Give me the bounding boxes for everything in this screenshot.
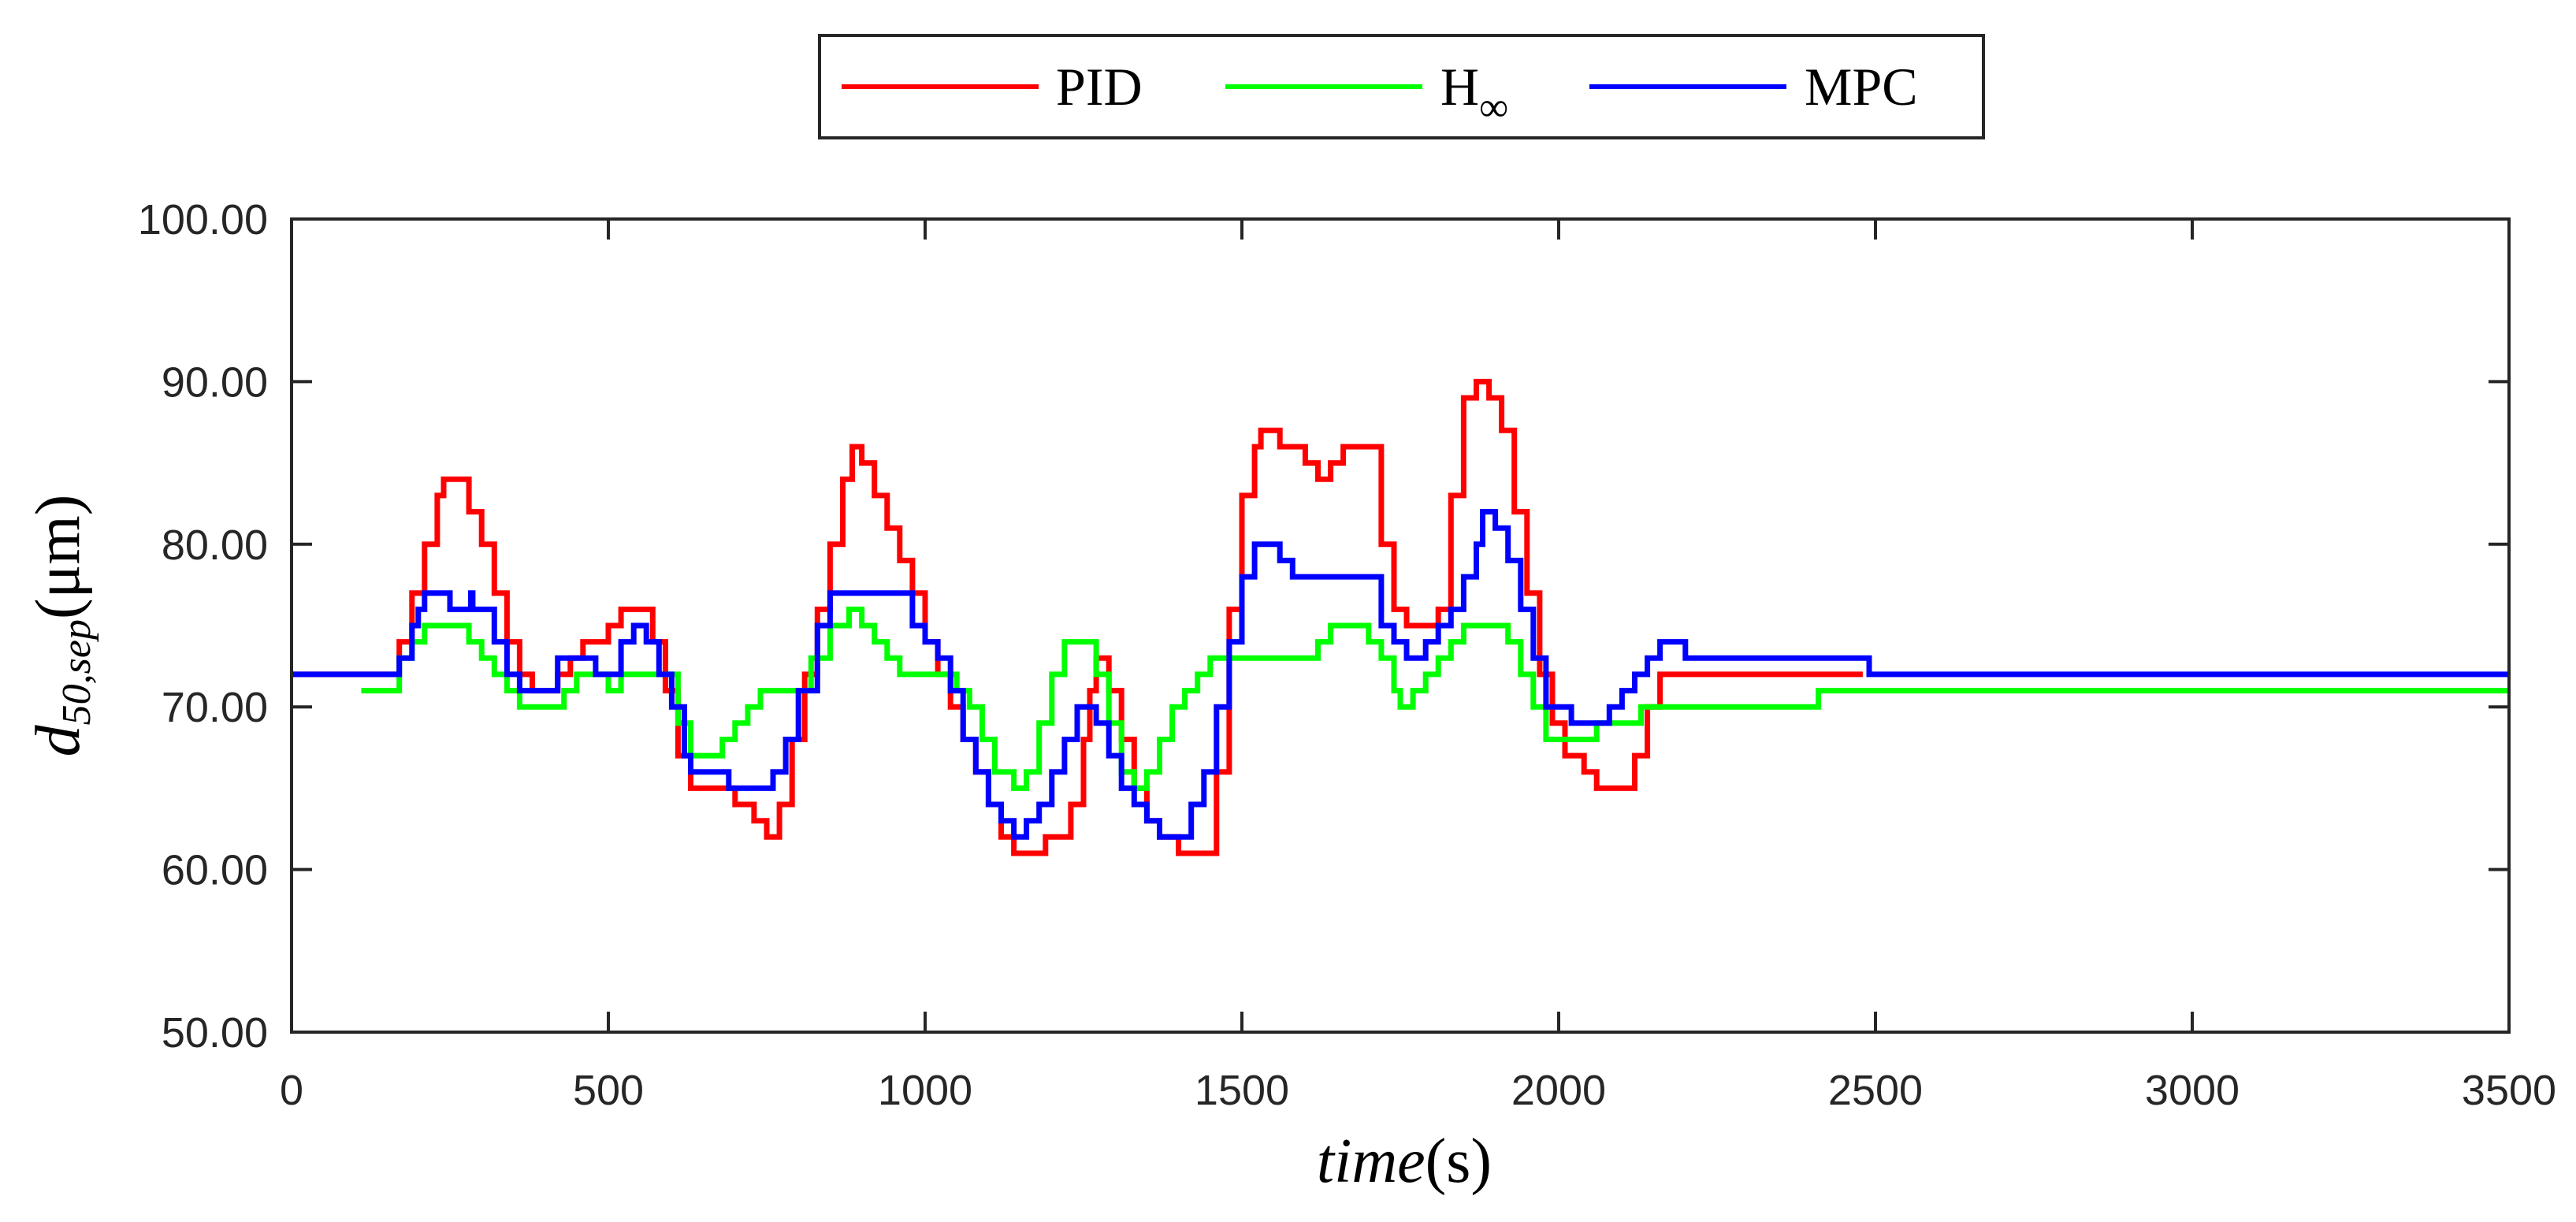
plot-area-frame (290, 217, 2511, 1034)
legend: PID H∞ MPC (818, 34, 1985, 139)
y-tick-label: 50.00 (162, 1009, 268, 1057)
y-axis-label-subscript: 50,sep (54, 619, 99, 725)
x-tick-label: 1500 (1195, 1067, 1289, 1114)
x-tick-label: 2500 (1828, 1067, 1923, 1114)
legend-label-mpc: MPC (1805, 57, 1918, 117)
y-tick-label: 60.00 (162, 847, 268, 894)
svg-text:d50,sep(μm): d50,sep(μm) (24, 495, 99, 757)
x-axis-label-main: time (1317, 1127, 1426, 1196)
x-axis-label-unit: (s) (1426, 1127, 1492, 1196)
series-layer (292, 378, 2509, 856)
series-line-pid (292, 378, 1863, 856)
x-axis-label: time(s) (1317, 1127, 1492, 1196)
y-tick-label: 70.00 (162, 684, 268, 731)
y-axis-label-main: d (24, 724, 93, 756)
x-tick-label: 0 (280, 1067, 303, 1114)
y-axis-label: d50,sep(μm) (24, 495, 99, 757)
series-line-h-infinity (361, 606, 2509, 791)
y-tick-label: 90.00 (162, 358, 268, 406)
x-tick-label: 3500 (2462, 1067, 2556, 1114)
tick-layer: 0 500 1000 1500 2000 2500 3000 3500 50.00 60.00 70… (138, 196, 2556, 1114)
x-tick-label: 500 (573, 1067, 644, 1114)
x-tick-label: 2000 (1511, 1067, 1606, 1114)
x-tick-label: 1000 (878, 1067, 972, 1114)
svg-text:time(s): time(s) (1317, 1127, 1492, 1196)
y-axis-label-unit: (μm) (24, 495, 93, 619)
y-tick-label: 100.00 (138, 196, 268, 243)
legend-label-pid: PID (1056, 57, 1143, 117)
x-tick-label: 3000 (2145, 1067, 2240, 1114)
series-line-mpc (292, 509, 2509, 840)
legend-label-h-infinity: H∞ (1440, 57, 1508, 130)
y-tick-label: 80.00 (162, 522, 268, 569)
